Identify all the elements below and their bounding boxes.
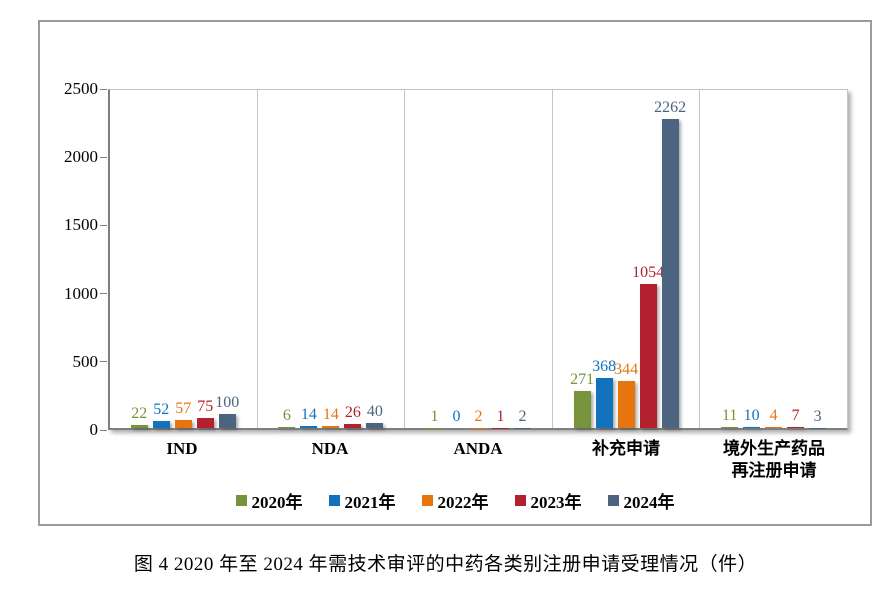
category-panel-境外生产药品: 11 10 4 7 3 — [700, 90, 847, 428]
bar-value-label: 100 — [215, 394, 240, 412]
legend-label: 2020年 — [251, 493, 303, 512]
bar-2023年: 75 — [196, 398, 214, 428]
legend-swatch-icon — [328, 495, 340, 506]
bar-value-label: 1054 — [632, 264, 665, 282]
bar-2020年: 271 — [570, 371, 594, 428]
bar-value-label: 0 — [452, 408, 461, 425]
bar-2022年: 4 — [765, 407, 783, 428]
bar-value-label: 10 — [743, 406, 760, 424]
bar-value-label: 75 — [197, 397, 214, 415]
bar-value-label: 344 — [614, 361, 639, 379]
bar-2023年: 1054 — [632, 264, 664, 428]
bar-2024年: 2262 — [654, 99, 686, 428]
bar-value-label: 3 — [813, 407, 822, 425]
bar-2022年: 57 — [174, 400, 192, 428]
legend-item-2021年: 2021年 — [328, 488, 396, 513]
bar-value-label: 57 — [175, 400, 192, 418]
bar-2023年: 7 — [787, 407, 805, 428]
bar-value-label: 22 — [131, 405, 148, 422]
bar-value-label: 271 — [570, 371, 595, 389]
bar-2022年: 14 — [322, 406, 340, 428]
legend-item-2022年: 2022年 — [421, 488, 489, 513]
legend-swatch-icon — [235, 495, 247, 506]
legend: 2020年 2021年 2022年 2023年 2024年 — [40, 488, 870, 513]
category-label: 境外生产药品 再注册申请 — [723, 439, 825, 480]
bar-2020年: 22 — [130, 405, 148, 428]
bar-2021年: 14 — [300, 406, 318, 428]
bar-2021年: 52 — [152, 401, 170, 428]
bar-value-label: 2 — [518, 407, 527, 425]
legend-swatch-icon — [421, 495, 433, 506]
legend-item-2020年: 2020年 — [235, 488, 303, 513]
bar-value-label: 7 — [791, 407, 800, 425]
category-panel-补充申请: 271 368 344 1054 2262 — [553, 90, 701, 428]
y-tick-label: 1500 — [64, 215, 98, 235]
legend-swatch-icon — [514, 495, 526, 506]
legend-item-2024年: 2024年 — [607, 488, 675, 513]
bar-value-label: 11 — [721, 406, 738, 424]
category-label: NDA — [311, 439, 349, 458]
bar-2022年: 344 — [614, 361, 638, 428]
bar-value-label: 1 — [496, 407, 505, 425]
bar-value-label: 14 — [322, 406, 339, 424]
category-label: IND — [166, 439, 198, 458]
bar-value-label: 6 — [282, 407, 291, 425]
y-tick-label: 1000 — [64, 283, 98, 303]
bar-value-label: 2 — [474, 407, 483, 425]
category-panel-IND: 22 52 57 75 100 — [110, 90, 258, 428]
bar-2024年: 100 — [215, 394, 239, 428]
legend-label: 2022年 — [437, 493, 489, 512]
bar-2021年: 10 — [743, 407, 761, 428]
legend-label: 2023年 — [530, 493, 582, 512]
bar-group: 11 10 4 7 3 — [700, 90, 847, 428]
y-tick-mark — [100, 156, 107, 158]
bar-value-label: 1 — [430, 407, 439, 425]
bar-2020年: 11 — [721, 407, 739, 428]
figure-caption: 图 4 2020 年至 2024 年需技术审评的中药各类别注册申请受理情况（件） — [133, 554, 758, 575]
y-tick-mark — [100, 88, 107, 90]
y-tick-mark — [100, 224, 107, 226]
bar-2023年: 26 — [344, 404, 362, 428]
bar-2020年: 6 — [278, 407, 296, 428]
y-tick-label: 2000 — [64, 147, 98, 167]
plot-area: 22 52 57 75 100 6 14 14 26 40 1 0 2 1 2 271 368 344 1054 22… — [108, 89, 848, 430]
bar-value-label: 52 — [153, 400, 170, 418]
bar-value-label: 14 — [300, 406, 317, 424]
legend-swatch-icon — [607, 495, 619, 506]
y-tick-mark — [100, 293, 107, 295]
y-tick-label: 500 — [72, 351, 99, 371]
bar-2021年: 368 — [592, 358, 616, 428]
bar-value-label: 40 — [366, 402, 383, 420]
bar-value-label: 368 — [592, 357, 617, 375]
category-label: 补充申请 — [592, 439, 660, 458]
legend-label: 2024年 — [623, 493, 675, 512]
y-tick-mark — [100, 429, 107, 431]
bar-group: 271 368 344 1054 2262 — [553, 90, 700, 428]
y-tick-label: 2500 — [64, 79, 98, 98]
x-axis-category-labels: IND NDA ANDA 补充申请 境外生产药品 再注册申请 — [108, 438, 848, 482]
bar-group: 22 52 57 75 100 — [110, 90, 257, 428]
category-panel-NDA: 6 14 14 26 40 — [258, 90, 406, 428]
bar-group: 6 14 14 26 40 — [258, 90, 405, 428]
chart-frame: 0 500 1000 1500 2000 2500 22 52 57 75 100 6 14 14 26 4… — [38, 20, 872, 526]
legend-item-2023年: 2023年 — [514, 488, 582, 513]
bar-2024年: 40 — [366, 403, 384, 428]
bar-value-label: 2262 — [654, 99, 687, 117]
y-tick-label: 0 — [89, 420, 99, 439]
bar-value-label: 4 — [769, 407, 778, 425]
y-tick-mark — [100, 361, 107, 363]
bar-value-label: 26 — [344, 404, 361, 422]
legend-label: 2021年 — [344, 493, 396, 512]
category-label: ANDA — [453, 439, 503, 458]
